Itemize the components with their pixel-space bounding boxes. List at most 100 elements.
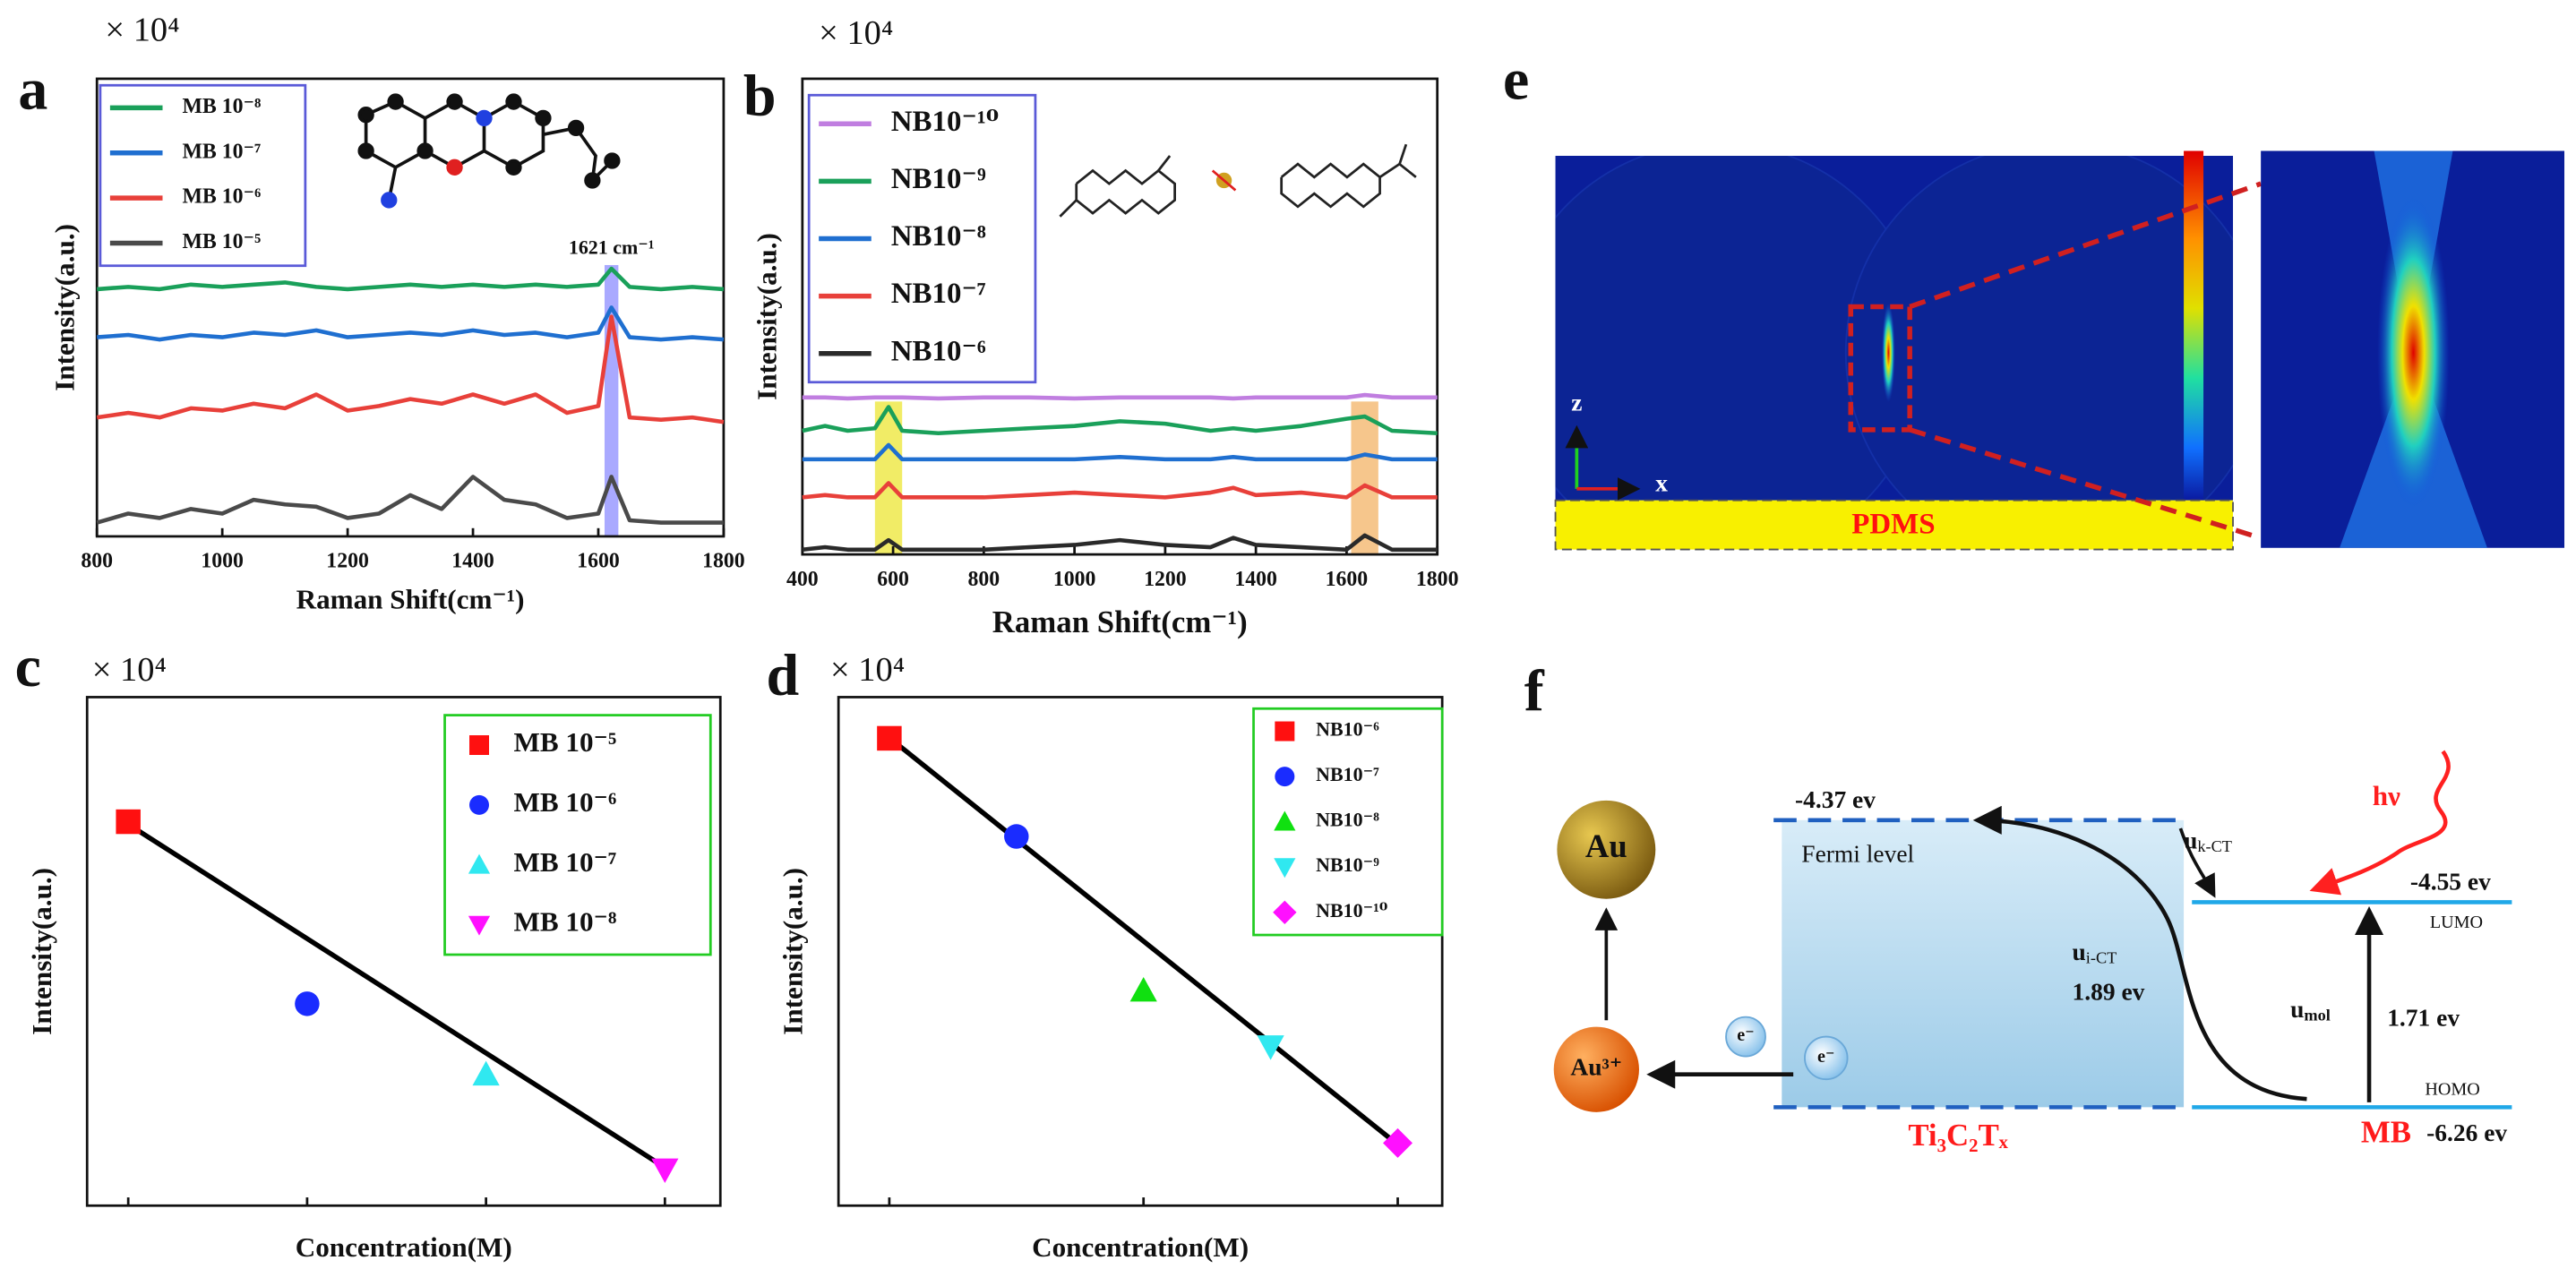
marker [1275,721,1295,742]
symbol: u [2290,996,2304,1023]
legend-label: MB 10⁻⁶ [513,786,616,818]
energy-label: 1.71 ev [2387,1005,2460,1032]
plot-frame [837,696,1444,1207]
marker [1004,824,1029,849]
transfer-label: uk-CT [2184,827,2232,855]
symbol: u [2073,939,2086,965]
legend-frame [807,93,1037,384]
energy-label: -4.37 ev [1795,786,1876,813]
spectrum-line [802,481,1438,500]
zoom-box [1848,304,1912,433]
marker [469,794,489,815]
panel-letter: f [1524,659,1545,724]
marker [469,735,489,756]
x-tick-label: 800 [81,550,113,573]
marker [468,853,491,874]
multiplier: × 10⁴ [92,651,167,689]
panel-letter: a [18,56,47,122]
legend-label: MB 10⁻⁷ [182,140,261,163]
marker [1257,1035,1284,1060]
marker [468,915,491,936]
ion-label: Au³⁺ [1570,1054,1622,1081]
marker [1274,810,1296,831]
x-tick-label: 1000 [1053,568,1096,591]
molecule-structure [1059,143,1417,218]
x-tick-label: 1600 [577,550,620,573]
x-tick-label: 1000 [201,550,244,573]
light-label: hν [2373,780,2400,811]
legend-label: MB 10⁻⁵ [182,230,261,253]
particle [1844,156,2234,501]
y-axis-label: Intensity(a.u.) [48,224,80,391]
fit-line [888,735,1400,1147]
marker [651,1158,679,1184]
panel-letter: b [743,64,777,129]
legend-label: MB 10⁻⁷ [513,846,616,878]
panel-letter: e [1503,47,1529,112]
panel-letter: c [15,634,41,699]
spectrum-line [96,475,724,525]
hot-spot [1882,303,1895,402]
spectrum-line [97,266,725,292]
legend-label: NB10⁻⁹ [1316,853,1379,876]
x-tick-label: 400 [786,568,819,591]
molecule-structure [357,93,621,209]
x-tick-label: 1800 [702,550,745,573]
marker [1273,900,1297,924]
legend-label: NB10⁻⁷ [891,278,986,310]
x-axis-label: Concentration(M) [296,1231,512,1263]
ion-particle [1553,1026,1639,1112]
level-label: HOMO [2425,1080,2480,1100]
legend-label: NB10⁻¹⁰ [891,106,999,138]
energy-diagram: f Au Au³⁺ e⁻ e⁻ -4.37 ev Fermi level ui-… [1524,659,2512,1153]
spectrum-line [96,314,725,424]
spectrum-line [802,442,1438,462]
highlight-band [874,401,903,555]
plot-frame [801,77,1439,556]
electron [1804,1035,1849,1081]
symbol: u [2184,827,2197,854]
fit-line [126,822,666,1170]
legend-label: MB 10⁻⁸ [182,95,261,118]
legend-label: MB 10⁻⁵ [513,726,616,758]
substrate [1554,499,2234,551]
legend-frame [99,83,307,268]
energy-label: -6.26 ev [2426,1119,2507,1146]
x-tick-label: 1800 [1416,568,1459,591]
y-axis-label: Intensity(a.u.) [26,868,57,1035]
marker [1274,858,1296,879]
legend-label: MB 10⁻⁸ [513,906,616,938]
marker [295,991,320,1016]
level-label: LUMO [2430,913,2483,932]
marker [116,809,141,835]
gold-particle [1557,800,1656,899]
y-axis-label: Intensity(a.u.) [777,868,809,1035]
substrate-label: Ti₃C₂Tₓ [1908,1118,2008,1153]
x-tick-label: 1600 [1326,568,1369,591]
marker [877,725,902,751]
electron [1725,1016,1766,1058]
highlight-band [1351,401,1378,555]
multiplier: × 10⁴ [105,11,179,48]
spectrum-line [802,405,1438,436]
charge-transfer-arrow [1972,805,2307,1102]
transfer-label: umol [2290,996,2331,1024]
legend-label: NB10⁻⁸ [891,220,986,253]
x-tick-label: 1200 [326,550,369,573]
molecule-label: MB [2361,1114,2411,1149]
x-tick-label: 1400 [1234,568,1277,591]
x-axis-label: Concentration(M) [1032,1231,1249,1263]
legend-label: NB10⁻⁶ [891,335,986,367]
axis-label: x [1655,469,1668,496]
level-label: Fermi level [1801,840,1914,867]
simulation-panel: e PDMS z x [1503,47,2565,551]
x-tick-label: 1400 [451,550,494,573]
energy-label: 1.89 ev [2073,978,2145,1005]
energy-label: -4.55 ev [2410,869,2491,896]
x-axis-label: Raman Shift(cm⁻¹) [296,583,525,614]
multiplier: × 10⁴ [830,651,905,689]
plot-frame [95,77,726,538]
